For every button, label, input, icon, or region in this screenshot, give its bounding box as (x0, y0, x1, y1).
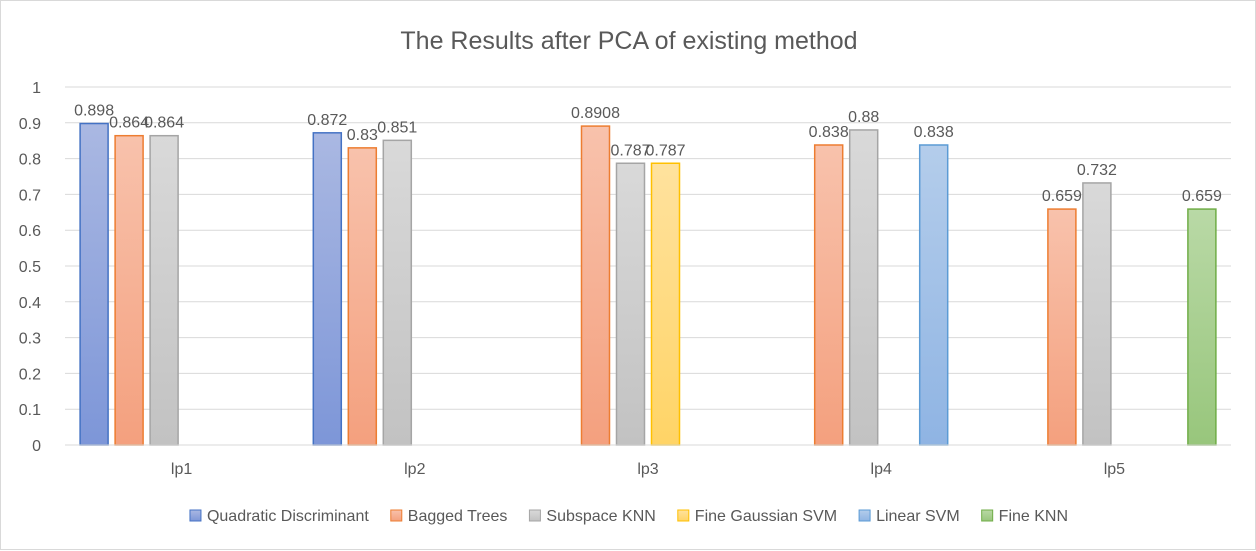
bar-lp2-0 (312, 132, 343, 446)
legend-label: Fine KNN (999, 508, 1068, 525)
y-tick-label: 0.7 (19, 187, 41, 204)
y-tick-label: 0.8 (19, 152, 41, 169)
data-label: 0.83 (347, 127, 378, 144)
data-label: 0.8908 (571, 105, 620, 122)
bar-lp4-4 (918, 144, 949, 446)
y-tick-label: 0.5 (19, 259, 41, 276)
data-label: 0.872 (307, 112, 347, 129)
data-label: 0.864 (109, 115, 149, 132)
y-tick-label: 0.4 (19, 295, 41, 312)
x-tick-label: lp3 (637, 461, 658, 478)
bar-lp5-5 (1187, 208, 1217, 446)
legend-swatch (858, 509, 871, 522)
data-label: 0.898 (74, 103, 114, 120)
y-axis: 0 0.1 0.2 0.3 0.4 0.5 0.6 0.7 0.8 0.9 1 (19, 80, 41, 455)
x-tick-label: lp2 (404, 461, 425, 478)
chart-title: The Results after PCA of existing method (400, 27, 857, 55)
bars (79, 122, 1217, 446)
data-label: 0.787 (610, 142, 650, 159)
legend-swatch (390, 509, 403, 522)
bar-lp3-3 (650, 162, 681, 446)
bar-lp3-2 (615, 162, 646, 446)
legend-label: Quadratic Discriminant (207, 508, 369, 525)
bar-lp1-1 (114, 134, 144, 446)
data-label: 0.838 (809, 124, 849, 141)
data-label: 0.732 (1077, 162, 1117, 179)
legend-label: Subspace KNN (546, 508, 655, 525)
y-tick-label: 1 (32, 80, 41, 97)
x-tick-label: lp1 (171, 461, 192, 478)
data-label: 0.864 (144, 115, 184, 132)
x-axis: lp1 lp2 lp3 lp4 lp5 (65, 444, 1231, 478)
legend-swatch (189, 509, 202, 522)
bar-lp2-2 (382, 139, 413, 446)
data-label: 0.659 (1042, 188, 1082, 205)
legend-swatch (981, 509, 994, 522)
legend-label: Linear SVM (876, 508, 960, 525)
legend-swatch (677, 509, 690, 522)
bar-lp3-1 (580, 125, 611, 446)
bar-lp5-1 (1047, 208, 1077, 446)
bar-lp1-2 (149, 134, 179, 446)
y-tick-label: 0 (32, 438, 41, 455)
data-label: 0.88 (848, 109, 879, 126)
legend: Quadratic Discriminant Bagged Trees Subspa… (189, 508, 1068, 525)
data-label: 0.659 (1182, 188, 1222, 205)
data-label: 0.787 (645, 142, 685, 159)
legend-label: Bagged Trees (408, 508, 508, 525)
y-tick-label: 0.6 (19, 223, 41, 240)
x-tick-label: lp5 (1104, 461, 1125, 478)
bar-lp2-1 (347, 147, 378, 446)
legend-swatch (528, 509, 541, 522)
gridlines (65, 86, 1231, 446)
y-tick-label: 0.1 (19, 402, 41, 419)
data-label: 0.838 (914, 124, 954, 141)
data-label: 0.851 (377, 119, 417, 136)
bar-lp5-2 (1082, 182, 1112, 446)
bar-lp4-1 (813, 144, 844, 446)
y-tick-label: 0.3 (19, 331, 41, 348)
bar-lp4-2 (848, 129, 879, 446)
x-tick-label: lp4 (871, 461, 892, 478)
legend-label: Fine Gaussian SVM (695, 508, 837, 525)
y-tick-label: 0.2 (19, 366, 41, 383)
bar-lp1-0 (79, 122, 109, 446)
y-tick-label: 0.9 (19, 116, 41, 133)
